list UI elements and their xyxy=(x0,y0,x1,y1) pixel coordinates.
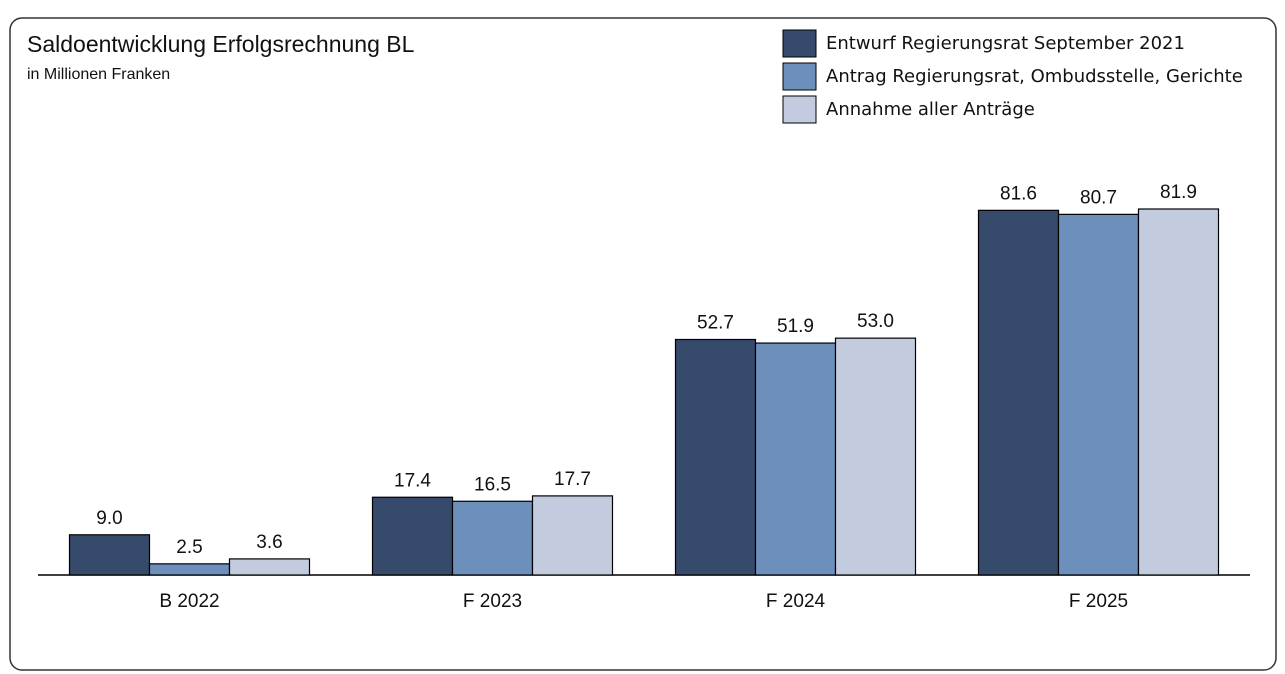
data-label: 17.7 xyxy=(554,469,591,490)
bar xyxy=(1137,208,1220,576)
bar xyxy=(228,558,311,576)
legend-swatch xyxy=(782,95,817,124)
data-label: 17.4 xyxy=(394,470,431,491)
chart-frame xyxy=(9,17,1277,671)
legend-label: Entwurf Regierungsrat September 2021 xyxy=(826,33,1185,54)
x-tick-label: B 2022 xyxy=(159,591,219,612)
x-tick-label: F 2025 xyxy=(1069,591,1128,612)
data-label: 3.6 xyxy=(256,532,282,553)
data-label: 81.6 xyxy=(1000,183,1037,204)
data-label: 2.5 xyxy=(176,537,202,558)
legend-label: Antrag Regierungsrat, Ombudsstelle, Geri… xyxy=(826,66,1243,87)
bar xyxy=(371,496,454,576)
bar xyxy=(834,337,917,576)
bar xyxy=(977,209,1060,576)
data-label: 51.9 xyxy=(777,316,814,337)
data-label: 53.0 xyxy=(857,311,894,332)
chart-subtitle: in Millionen Franken xyxy=(27,66,170,83)
bar xyxy=(754,342,837,576)
data-label: 81.9 xyxy=(1160,182,1197,203)
bar xyxy=(451,500,534,576)
data-label: 16.5 xyxy=(474,474,511,495)
chart-title: Saldoentwicklung Erfolgsrechnung BL xyxy=(27,31,415,57)
bar xyxy=(68,534,151,576)
data-label: 80.7 xyxy=(1080,187,1117,208)
legend-swatch xyxy=(782,29,817,58)
x-tick-label: F 2024 xyxy=(766,591,826,612)
legend-label: Annahme aller Anträge xyxy=(826,99,1035,120)
bar xyxy=(674,338,757,576)
bar xyxy=(531,495,614,576)
data-label: 9.0 xyxy=(96,508,122,529)
bar xyxy=(1057,213,1140,576)
legend-swatch xyxy=(782,62,817,91)
x-tick-label: F 2023 xyxy=(463,591,522,612)
data-label: 52.7 xyxy=(697,313,734,334)
bar xyxy=(148,563,231,576)
